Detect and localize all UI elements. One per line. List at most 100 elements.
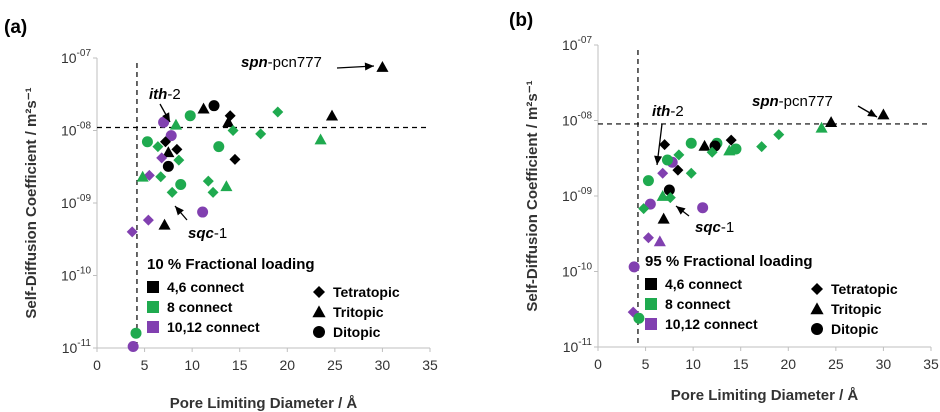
data-point (633, 312, 645, 324)
data-point (173, 154, 185, 166)
data-point (725, 134, 737, 146)
panel-a: (a) 0 5 10 15 20 25 30 35 10-07 10-08 10-09 10-10 10-… (4, 17, 438, 412)
data-point (224, 110, 236, 122)
legend-swatch (147, 281, 159, 293)
data-point (152, 141, 164, 153)
x-tick-label: 10 (184, 357, 200, 373)
legend-swatch (147, 301, 159, 313)
y-tick-label: 10-09 (562, 186, 592, 204)
legend-marker (811, 283, 823, 295)
legend-label: 8 connect (167, 299, 233, 315)
annotation-label: sqc-1 (188, 225, 227, 242)
x-tick-label: 20 (279, 357, 295, 373)
x-tick-label: 25 (828, 356, 844, 372)
legend-label: 8 connect (665, 296, 731, 312)
legend-label: Ditopic (831, 321, 879, 337)
y-tick-label: 10-07 (562, 35, 592, 53)
y-tick-label: 10-10 (61, 266, 91, 284)
data-point (815, 121, 828, 133)
data-point (136, 170, 149, 182)
data-point (325, 109, 339, 121)
legend-swatch (645, 298, 657, 310)
data-point (142, 214, 154, 226)
data-point (213, 141, 225, 153)
data-point (657, 167, 669, 179)
data-point (659, 139, 671, 151)
data-point (673, 149, 685, 161)
data-point (130, 327, 142, 339)
data-point (272, 106, 284, 118)
y-tick-label: 10-11 (563, 337, 593, 355)
data-point (642, 175, 654, 187)
y-tick-label: 10-08 (61, 121, 91, 139)
panel-b: (b) 0 5 10 15 20 25 30 35 10-07 10-08 10-09 10-10 10-… (509, 10, 939, 404)
legend-label: 10,12 connect (665, 316, 758, 332)
x-tick-label: 15 (232, 357, 248, 373)
data-point (162, 146, 175, 158)
data-point (376, 61, 389, 72)
annotation-label: spn-pcn777 (752, 93, 833, 110)
legend-swatch (645, 278, 657, 290)
data-point (207, 186, 219, 198)
data-point (653, 235, 666, 247)
legend-label: Tritopic (333, 304, 384, 320)
x-axis-title: Pore Limiting Diameter / Å (170, 395, 358, 412)
data-point (697, 202, 709, 214)
annotation-label: spn-pcn777 (241, 54, 322, 71)
data-point (657, 212, 670, 224)
y-tick-label: 10-09 (61, 193, 91, 211)
data-point (314, 133, 327, 145)
data-point (126, 226, 138, 238)
data-point (661, 154, 673, 166)
legend-label: 4,6 connect (167, 279, 244, 295)
data-point (229, 153, 241, 165)
data-point (208, 100, 220, 112)
data-point (227, 125, 239, 136)
data-point (756, 141, 768, 153)
legend-marker (312, 305, 326, 318)
x-tick-label: 20 (780, 356, 796, 372)
data-point (706, 146, 718, 158)
annotation-label: ith-2 (149, 86, 181, 103)
legend-marker (811, 323, 823, 335)
annotation-arrow (174, 205, 188, 221)
legend: 95 % Fractional loading 4,6 connect 8 conn… (645, 253, 898, 337)
data-point (155, 171, 167, 183)
x-tick-label: 0 (93, 357, 101, 373)
data-point (685, 167, 697, 179)
data-point (877, 108, 890, 120)
data-point (197, 102, 210, 114)
data-point (644, 198, 656, 210)
legend-marker (313, 286, 325, 298)
annotation-arrow (654, 123, 663, 166)
legend-swatch (645, 318, 657, 330)
data-point (698, 139, 711, 151)
annotation-arrow (857, 105, 878, 118)
data-point (723, 144, 736, 156)
y-tick-label: 10-07 (61, 48, 91, 66)
legend-label: 10,12 connect (167, 319, 260, 335)
legend-marker (313, 326, 325, 338)
legend: 10 % Fractional loading 4,6 connect 8 conn… (147, 256, 400, 340)
panel-letter: (a) (4, 17, 27, 38)
legend-marker (810, 302, 824, 315)
data-point (127, 340, 139, 352)
legend-swatch (147, 321, 159, 333)
legend-label: Tritopic (831, 301, 882, 317)
annotation-arrow (336, 62, 375, 71)
legend-title: 10 % Fractional loading (147, 256, 315, 273)
x-tick-label: 35 (422, 357, 438, 373)
data-point (664, 192, 676, 204)
x-tick-label: 30 (375, 357, 391, 373)
legend-label: 4,6 connect (665, 276, 742, 292)
annotation-label: sqc-1 (695, 219, 734, 236)
x-axis-title: Pore Limiting Diameter / Å (671, 387, 859, 404)
x-tick-label: 25 (327, 357, 343, 373)
data-point (160, 136, 172, 148)
x-tick-label: 5 (141, 357, 149, 373)
x-tick-label: 5 (642, 356, 650, 372)
data-point (184, 110, 196, 122)
x-tick-label: 0 (594, 356, 602, 372)
data-point (169, 118, 183, 130)
